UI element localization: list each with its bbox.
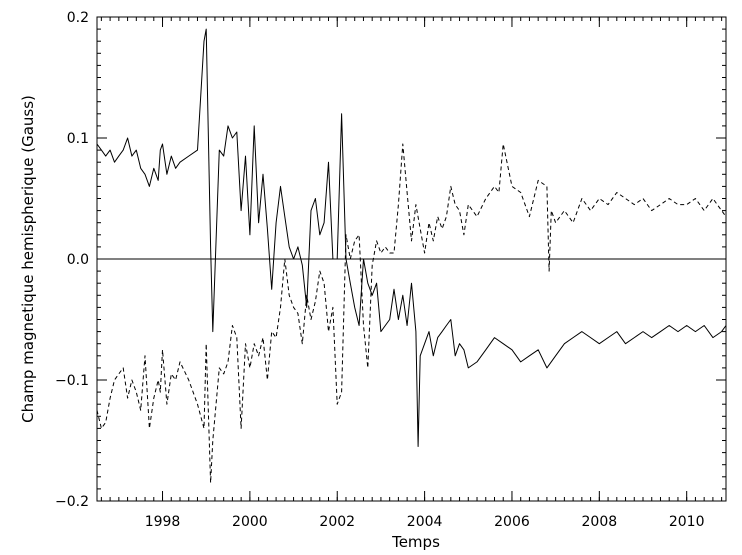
x-tick-label: 2010 (669, 514, 705, 530)
y-tick-label: 0.0 (67, 252, 89, 268)
y-tick-label: −0.2 (55, 494, 89, 510)
y-tick-label: 0.2 (67, 10, 89, 26)
y-axis-label: Champ magnetique hemispherique (Gauss) (19, 95, 37, 423)
y-tick-label: −0.1 (55, 373, 89, 389)
x-axis: 1998 2000 2002 2004 2006 2008 2010 (100, 17, 723, 530)
x-tick-label: 2004 (407, 514, 443, 530)
series-line-dashed (96, 143, 727, 484)
series-line-solid (96, 28, 727, 447)
x-tick-label: 2008 (582, 514, 618, 530)
x-axis-label: Temps (391, 533, 440, 551)
x-tick-label: 2000 (232, 514, 268, 530)
x-tick-label: 2006 (494, 514, 530, 530)
series-group (96, 28, 727, 484)
y-tick-label: 0.1 (67, 131, 89, 147)
x-tick-label: 1998 (145, 514, 181, 530)
x-tick-label: 2002 (319, 514, 355, 530)
y-axis: −0.2 −0.1 0.0 0.1 0.2 (55, 10, 726, 510)
